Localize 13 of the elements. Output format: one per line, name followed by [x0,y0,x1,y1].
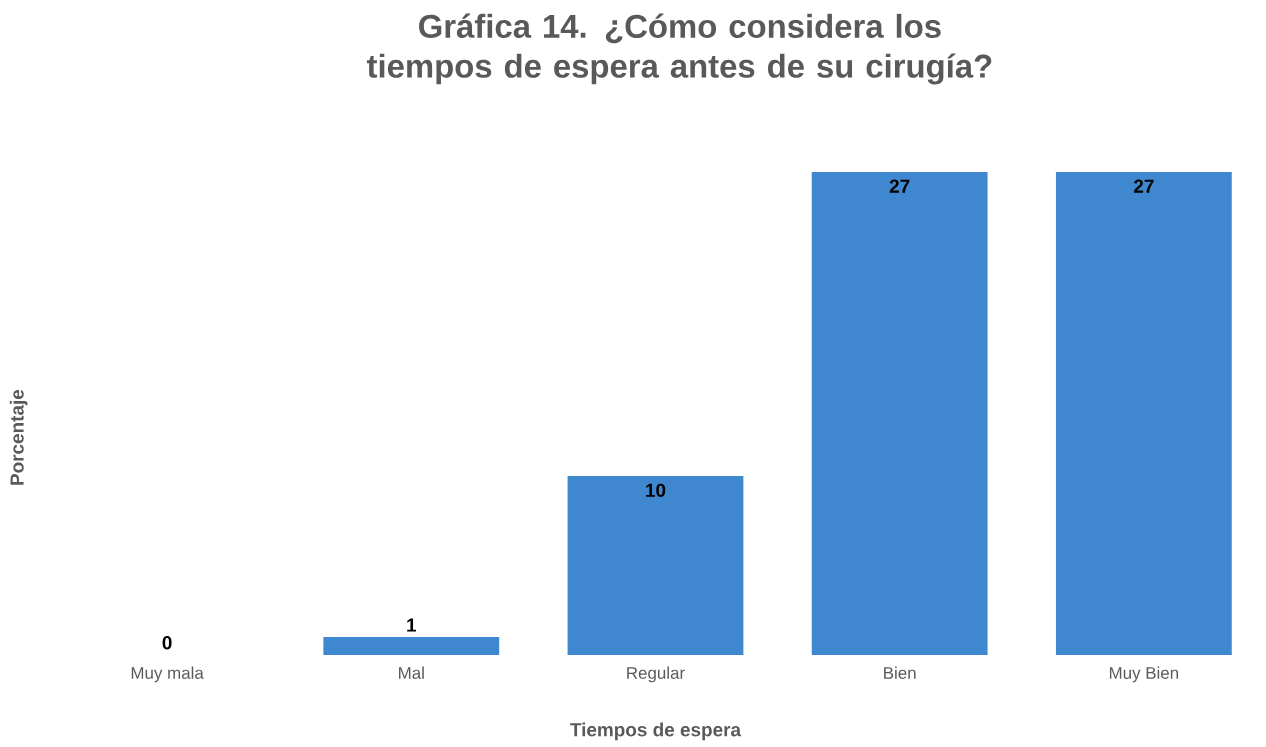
data-label: 27 [1133,179,1154,193]
x-tick-label: Muy mala [131,666,204,683]
x-tick-label: Regular [627,666,685,683]
y-axis-title: Porcentaje [9,389,28,485]
data-label: 10 [646,483,666,498]
x-tick-label: Bien [884,666,916,679]
x-tick-label: Muy Bien [1109,666,1179,683]
x-axis-title: Tiempos de espera [570,722,742,741]
data-label: 0 [162,636,172,650]
x-tick-label: Mal [399,666,424,679]
data-label: 1 [407,618,417,632]
data-label: 27 [889,179,910,193]
chart-title: Gráfica 14. ¿Cómo considera los tiempos de espera antes de su cirugía? [366,13,992,85]
